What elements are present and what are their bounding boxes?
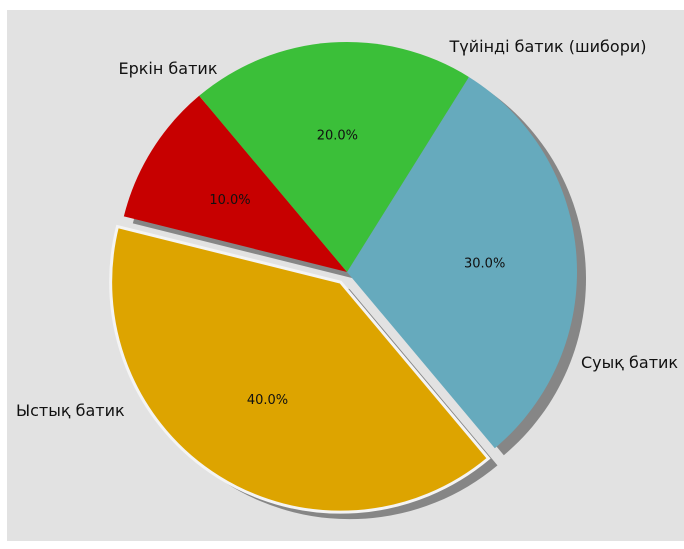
slice-category-label: Ыстық батик (16, 401, 125, 420)
slice-percent-label: 10.0% (209, 193, 250, 208)
pie-slice (123, 95, 347, 272)
pie-slice (109, 224, 491, 514)
slice-percent-label: 30.0% (464, 256, 505, 271)
slice-category-label: Суық батик (581, 353, 678, 372)
pie-slice (347, 76, 577, 449)
slice-category-label: Түйінді батик (шибори) (448, 37, 646, 56)
slice-category-label: Еркін батик (119, 59, 218, 78)
slice-percent-label: 20.0% (317, 128, 358, 143)
pie-slice (199, 42, 469, 272)
slice-percent-label: 40.0% (247, 393, 288, 408)
